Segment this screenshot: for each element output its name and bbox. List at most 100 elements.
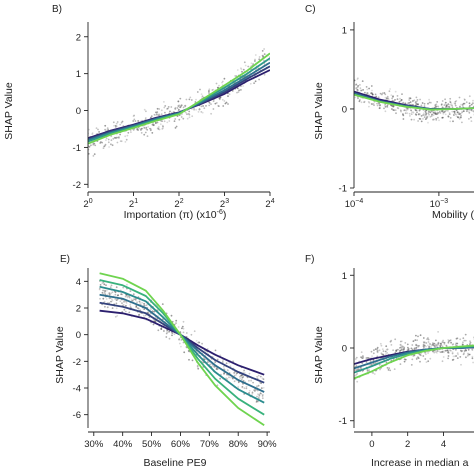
scatter-point	[114, 298, 117, 301]
scatter-point	[372, 102, 375, 105]
scatter-point	[443, 343, 446, 346]
scatter-point	[354, 358, 357, 360]
scatter-point	[460, 103, 462, 106]
scatter-point	[447, 105, 450, 108]
scatter-point	[376, 102, 378, 105]
scatter-point	[468, 102, 471, 105]
scatter-point	[428, 113, 430, 116]
scatter-point	[447, 357, 449, 360]
scatter-point	[412, 111, 415, 114]
scatter-point	[449, 101, 452, 104]
scatter-point	[215, 82, 218, 85]
scatter-point	[249, 82, 252, 85]
scatter-point	[434, 104, 437, 106]
scatter-point	[371, 355, 373, 357]
panel-f-xlabel: Increase in median a	[371, 457, 469, 469]
y-tick-label: -1	[339, 184, 347, 195]
scatter-point	[424, 351, 426, 354]
scatter-point	[376, 104, 379, 107]
panel-f-scatter	[354, 331, 474, 383]
scatter-point	[421, 102, 424, 104]
scatter-point	[197, 111, 200, 113]
scatter-point	[357, 367, 360, 370]
scatter-point	[387, 369, 390, 371]
scatter-point	[399, 343, 402, 346]
series-line-4	[99, 285, 265, 404]
scatter-point	[160, 113, 163, 116]
x-tick-label: 22	[174, 198, 183, 210]
scatter-point	[182, 331, 185, 334]
scatter-point	[385, 353, 387, 355]
scatter-point	[177, 109, 180, 112]
scatter-point	[388, 90, 391, 93]
scatter-point	[110, 284, 113, 287]
scatter-point	[196, 91, 199, 93]
scatter-point	[444, 113, 447, 116]
scatter-point	[462, 343, 464, 346]
scatter-point	[423, 105, 426, 107]
scatter-point	[426, 338, 428, 341]
scatter-point	[125, 304, 127, 307]
scatter-point	[140, 129, 142, 132]
scatter-point	[157, 329, 160, 332]
scatter-point	[469, 343, 471, 346]
scatter-point	[445, 105, 448, 107]
scatter-point	[261, 54, 264, 57]
scatter-point	[111, 307, 114, 309]
scatter-point	[201, 95, 204, 98]
scatter-point	[201, 342, 204, 345]
scatter-point	[150, 128, 152, 131]
scatter-point	[437, 350, 440, 353]
scatter-point	[248, 389, 251, 392]
scatter-point	[451, 106, 454, 109]
scatter-point	[254, 60, 256, 62]
scatter-point	[414, 339, 417, 341]
scatter-point	[400, 110, 402, 113]
scatter-point	[163, 120, 166, 123]
scatter-point	[422, 337, 425, 339]
scatter-point	[157, 126, 160, 128]
panel-b-xlabel-tail: )	[223, 209, 227, 221]
scatter-point	[213, 365, 216, 368]
scatter-point	[239, 377, 242, 380]
scatter-point	[114, 315, 117, 318]
scatter-point	[236, 372, 238, 375]
scatter-point	[233, 371, 236, 374]
scatter-point	[219, 354, 222, 357]
scatter-point	[376, 346, 379, 349]
x-tick-label: 4	[441, 439, 446, 450]
scatter-point	[447, 103, 450, 105]
scatter-point	[396, 98, 399, 101]
scatter-point	[177, 326, 180, 328]
scatter-point	[124, 295, 127, 298]
scatter-point	[408, 99, 411, 101]
scatter-point	[459, 338, 462, 341]
scatter-point	[411, 111, 413, 113]
scatter-point	[215, 368, 218, 370]
scatter-point	[374, 348, 377, 351]
scatter-point	[445, 109, 447, 112]
scatter-point	[365, 357, 368, 359]
scatter-point	[372, 372, 375, 374]
scatter-point	[137, 120, 140, 122]
scatter-point	[111, 291, 114, 294]
scatter-point	[125, 138, 128, 141]
scatter-point	[240, 89, 242, 91]
scatter-point	[208, 88, 211, 90]
scatter-point	[244, 64, 247, 67]
scatter-point	[236, 87, 239, 90]
scatter-point	[469, 341, 472, 344]
scatter-point	[104, 124, 107, 127]
scatter-point	[225, 362, 228, 365]
scatter-point	[424, 111, 427, 114]
scatter-point	[171, 334, 173, 337]
scatter-point	[179, 97, 182, 100]
scatter-point	[394, 99, 396, 101]
scatter-point	[456, 337, 459, 340]
scatter-point	[92, 142, 95, 145]
scatter-point	[462, 105, 464, 108]
scatter-point	[419, 118, 422, 120]
x-tick-label: 30%	[84, 439, 104, 450]
scatter-point	[443, 111, 445, 114]
scatter-point	[170, 314, 173, 317]
